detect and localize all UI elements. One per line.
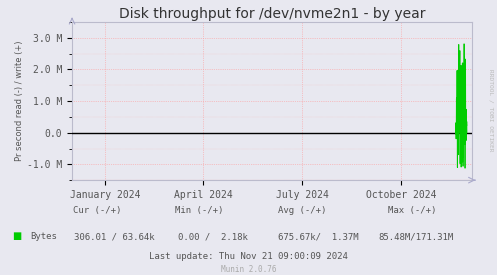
Text: ■: ■: [12, 231, 22, 241]
Y-axis label: Pr second read (-) / write (+): Pr second read (-) / write (+): [15, 41, 24, 161]
Text: Cur (-/+): Cur (-/+): [73, 206, 121, 215]
Text: 675.67k/  1.37M: 675.67k/ 1.37M: [278, 232, 359, 241]
Text: 0.00 /  2.18k: 0.00 / 2.18k: [178, 232, 248, 241]
Text: Last update: Thu Nov 21 09:00:09 2024: Last update: Thu Nov 21 09:00:09 2024: [149, 252, 348, 261]
Text: Bytes: Bytes: [30, 232, 57, 241]
Title: Disk throughput for /dev/nvme2n1 - by year: Disk throughput for /dev/nvme2n1 - by ye…: [119, 7, 425, 21]
Text: Min (-/+): Min (-/+): [174, 206, 223, 215]
Text: Munin 2.0.76: Munin 2.0.76: [221, 265, 276, 274]
Text: Max (-/+): Max (-/+): [388, 206, 437, 215]
Text: Avg (-/+): Avg (-/+): [278, 206, 327, 215]
Text: 306.01 / 63.64k: 306.01 / 63.64k: [74, 232, 154, 241]
Text: 85.48M/171.31M: 85.48M/171.31M: [379, 232, 454, 241]
Text: RRDTOOL / TOBI OETIKER: RRDTOOL / TOBI OETIKER: [489, 69, 494, 151]
